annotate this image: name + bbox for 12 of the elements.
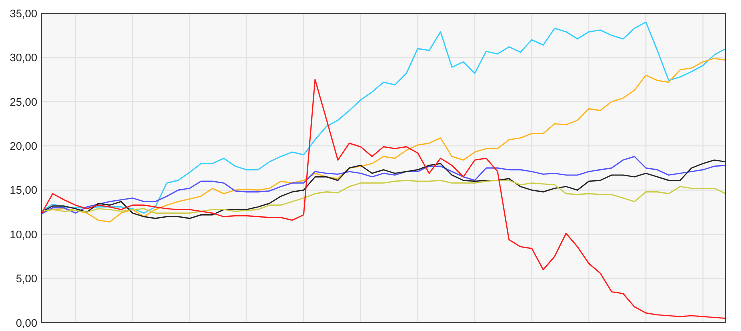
line-series	[40, 79, 727, 320]
y-tick-label: 25,00	[10, 96, 38, 109]
y-tick-label: 35,00	[10, 8, 38, 20]
y-tick-label: 30,00	[10, 52, 38, 65]
y-tick-label: 20,00	[10, 140, 38, 153]
line-series	[40, 22, 727, 214]
y-tick-label: 15,00	[10, 185, 38, 198]
y-tick-label: 0,00	[16, 318, 38, 330]
line-series	[40, 58, 727, 223]
line-series	[40, 180, 727, 214]
y-tick-label: 5,00	[16, 274, 38, 286]
y-tick-label: 10,00	[10, 229, 38, 242]
